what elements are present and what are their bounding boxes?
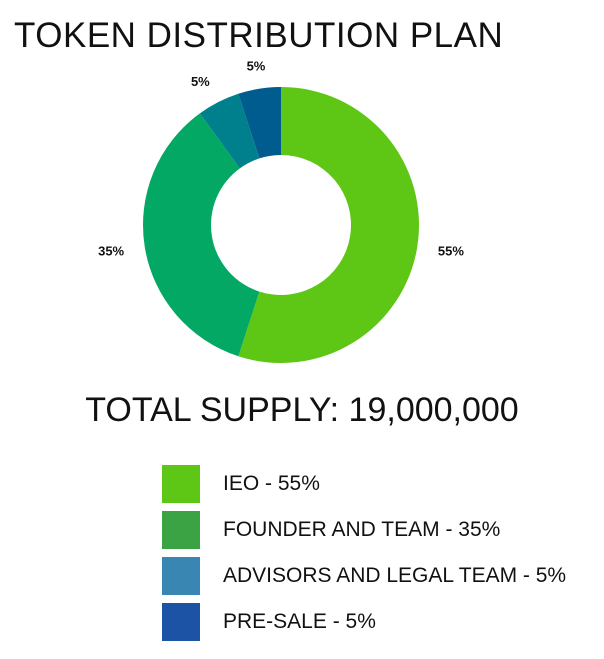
data-label-pre-sale: 5% <box>247 58 266 73</box>
legend-label-ieo: IEO - 55% <box>223 472 320 495</box>
legend-label-advisors-and-legal-team: ADVISORS AND LEGAL TEAM - 5% <box>223 564 567 587</box>
chart-title: TOKEN DISTRIBUTION PLAN <box>14 16 504 55</box>
donut-slices <box>143 87 419 363</box>
data-label-ieo: 55% <box>438 243 464 258</box>
slice-founder-and-team <box>143 113 260 357</box>
legend-label-founder-and-team: FOUNDER AND TEAM - 35% <box>223 518 501 541</box>
slice-advisors-and-legal-team <box>199 93 260 169</box>
legend-swatch-pre-sale <box>162 603 200 641</box>
donut-chart: 55% 35% 5% 5% <box>98 58 464 363</box>
legend-swatch-advisors-and-legal-team <box>162 557 200 595</box>
data-label-founder-and-team: 35% <box>98 243 124 258</box>
donut-data-labels: 55% 35% 5% 5% <box>98 58 464 258</box>
legend-label-pre-sale: PRE-SALE - 5% <box>223 610 376 633</box>
slice-ieo <box>238 87 419 363</box>
legend-swatch-ieo <box>162 465 200 503</box>
legend-swatch-founder-and-team <box>162 511 200 549</box>
data-label-advisors-and-legal-team: 5% <box>191 74 210 89</box>
slice-pre-sale <box>238 87 281 159</box>
total-supply-text: TOTAL SUPPLY: 19,000,000 <box>85 391 519 429</box>
